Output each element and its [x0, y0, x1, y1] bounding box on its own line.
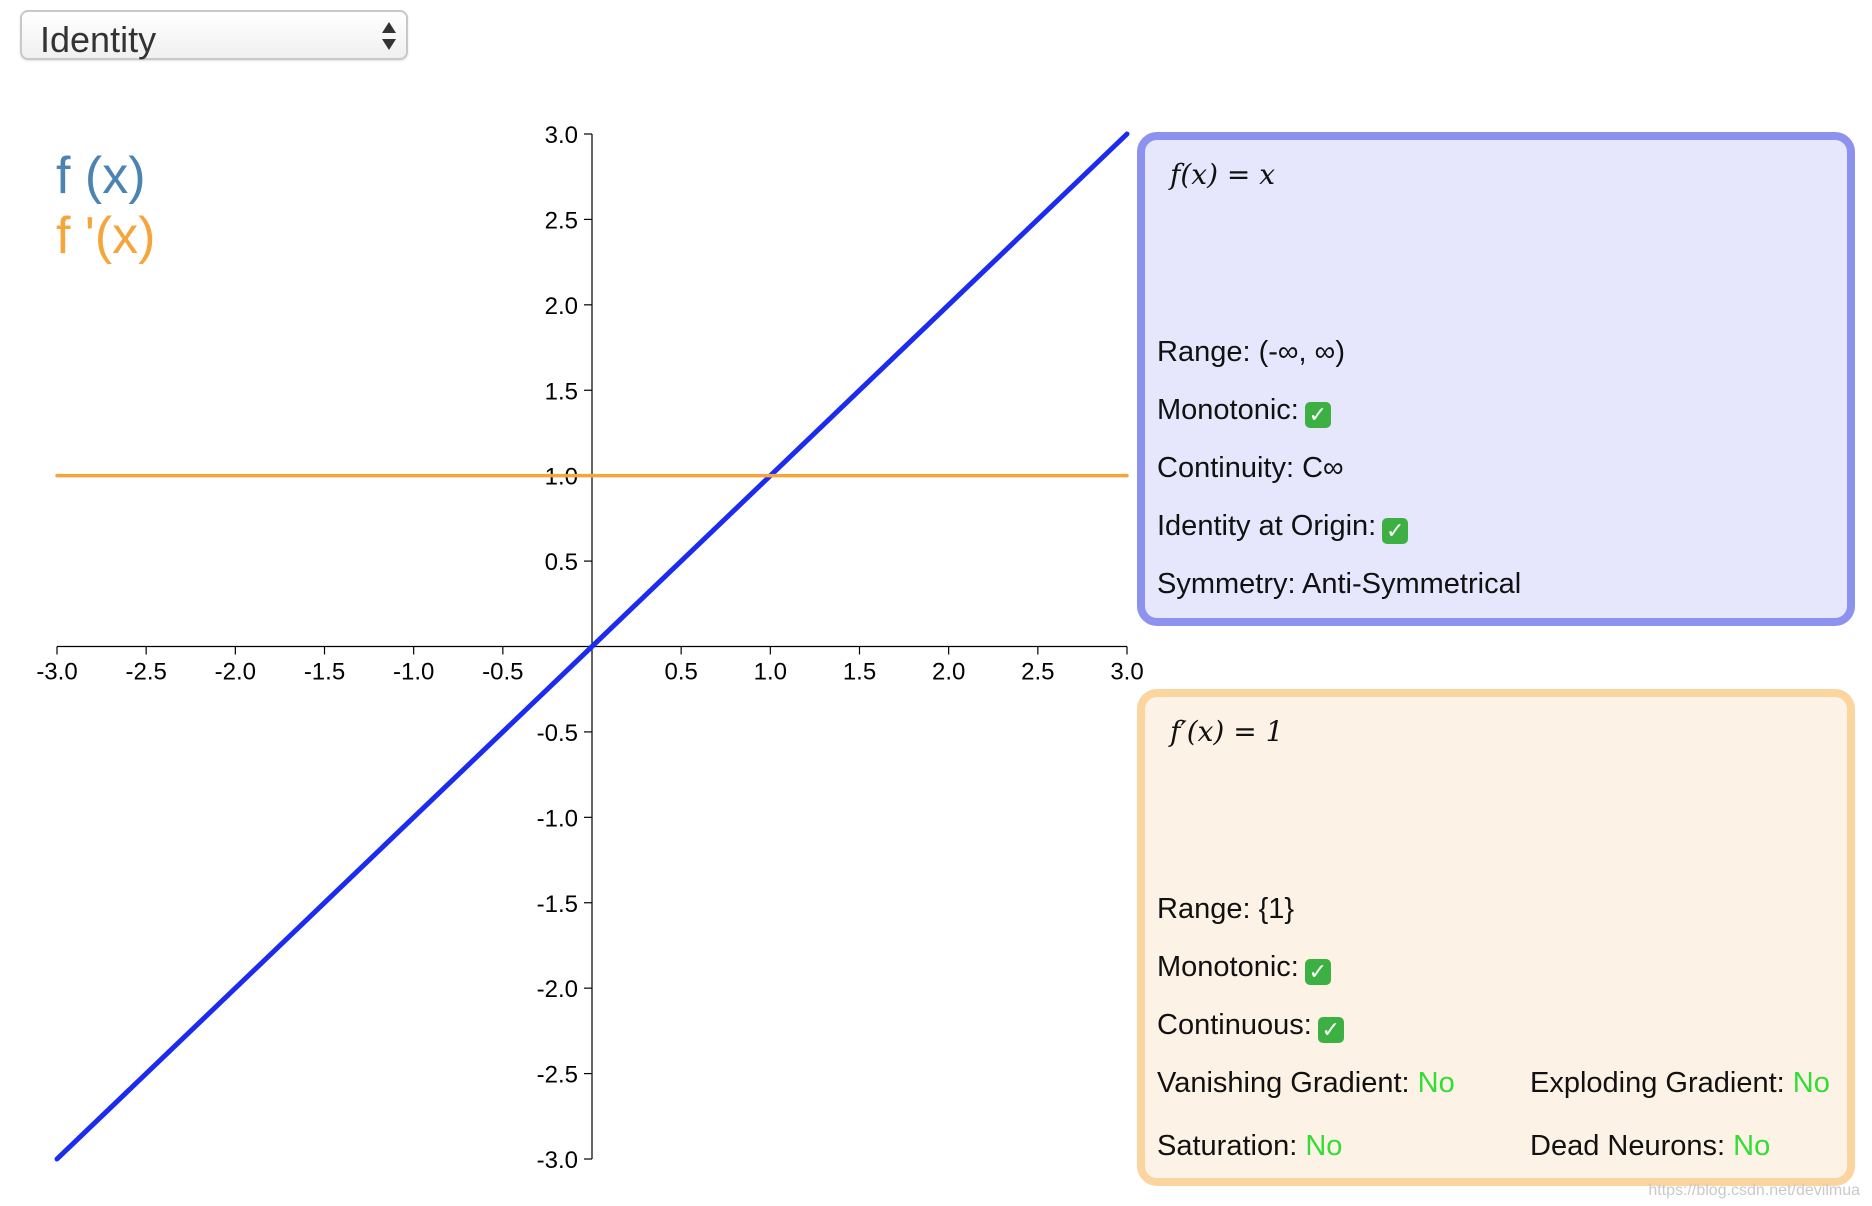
vanishing-gradient-value: No — [1417, 1067, 1455, 1099]
legend: f (x) f '(x) — [56, 146, 155, 266]
x-tick-label: -3.0 — [36, 659, 77, 686]
y-tick-label: 2.5 — [545, 207, 578, 234]
y-tick-label: 1.5 — [545, 378, 578, 405]
identity-at-origin-label: Identity at Origin: — [1157, 510, 1377, 542]
y-tick-label: -0.5 — [537, 720, 578, 747]
watermark: https://blog.csdn.net/devilmua — [1648, 1182, 1860, 1199]
x-tick-label: -1.0 — [393, 659, 434, 686]
saturation-value: No — [1305, 1130, 1343, 1162]
x-tick-label: 2.0 — [932, 659, 965, 686]
exploding-gradient-value: No — [1792, 1067, 1830, 1099]
derivative-monotonic: Monotonic: ✓ — [1157, 951, 1331, 985]
y-tick-label: 0.5 — [545, 549, 578, 576]
function-properties-panel: f(x) = x Range: (-∞, ∞) Monotonic: ✓ Cont… — [1137, 132, 1855, 626]
function-continuity: Continuity: C∞ — [1157, 452, 1344, 484]
y-tick-label: -2.5 — [537, 1062, 578, 1089]
function-symmetry: Symmetry: Anti-Symmetrical — [1157, 568, 1522, 600]
function-line — [54, 131, 1130, 1162]
checkmark-icon: ✓ — [1304, 959, 1331, 985]
derivative-formula: f′(x) = 1 — [1170, 715, 1284, 748]
y-tick-label: 2.0 — [545, 293, 578, 320]
checkmark-icon: ✓ — [1382, 518, 1409, 544]
dead-neurons: Dead Neurons: No — [1530, 1130, 1770, 1163]
function-monotonic: Monotonic: ✓ — [1157, 394, 1331, 428]
x-tick-label: 1.0 — [754, 659, 787, 686]
x-tick-label: 2.5 — [1021, 659, 1054, 686]
x-tick-label: -1.5 — [304, 659, 345, 686]
exploding-gradient: Exploding Gradient: No — [1530, 1067, 1830, 1100]
checkmark-icon: ✓ — [1304, 402, 1331, 428]
function-range: Range: (-∞, ∞) — [1157, 336, 1346, 368]
vanishing-gradient: Vanishing Gradient: No — [1157, 1067, 1455, 1100]
x-tick-label: -0.5 — [482, 659, 523, 686]
y-tick-label: -1.0 — [537, 805, 578, 832]
x-tick-label: 3.0 — [1110, 659, 1143, 686]
dead-neurons-value: No — [1733, 1130, 1771, 1162]
derivative-continuous-label: Continuous: — [1157, 1009, 1312, 1041]
function-monotonic-label: Monotonic: — [1157, 394, 1299, 426]
function-identity-at-origin: Identity at Origin: ✓ — [1157, 510, 1409, 544]
select-value: Identity — [40, 19, 157, 60]
derivative-continuous: Continuous: ✓ — [1157, 1009, 1344, 1043]
derivative-monotonic-label: Monotonic: — [1157, 951, 1299, 983]
x-tick-label: -2.0 — [215, 659, 256, 686]
derivative-properties-panel: f′(x) = 1 Range: {1} Monotonic: ✓ Continu… — [1137, 689, 1855, 1186]
legend-derivative: f '(x) — [56, 207, 156, 265]
y-tick-label: -1.5 — [537, 891, 578, 918]
function-formula: f(x) = x — [1170, 158, 1276, 191]
x-tick-label: -2.5 — [125, 659, 166, 686]
y-tick-label: -3.0 — [537, 1147, 578, 1174]
exploding-gradient-label: Exploding Gradient: — [1530, 1067, 1785, 1099]
activation-function-select[interactable]: Identity — [20, 10, 408, 60]
y-tick-label: -2.0 — [537, 976, 578, 1003]
x-tick-label: 1.5 — [843, 659, 876, 686]
x-tick-label: 0.5 — [664, 659, 697, 686]
y-tick-label: 3.0 — [545, 122, 578, 149]
saturation-label: Saturation: — [1157, 1130, 1298, 1162]
legend-function: f (x) — [56, 147, 146, 205]
select-arrows-icon — [382, 22, 396, 50]
vanishing-gradient-label: Vanishing Gradient: — [1157, 1067, 1410, 1099]
dead-neurons-label: Dead Neurons: — [1530, 1130, 1726, 1162]
saturation: Saturation: No — [1157, 1130, 1342, 1163]
derivative-range: Range: {1} — [1157, 893, 1295, 925]
checkmark-icon: ✓ — [1317, 1017, 1344, 1043]
